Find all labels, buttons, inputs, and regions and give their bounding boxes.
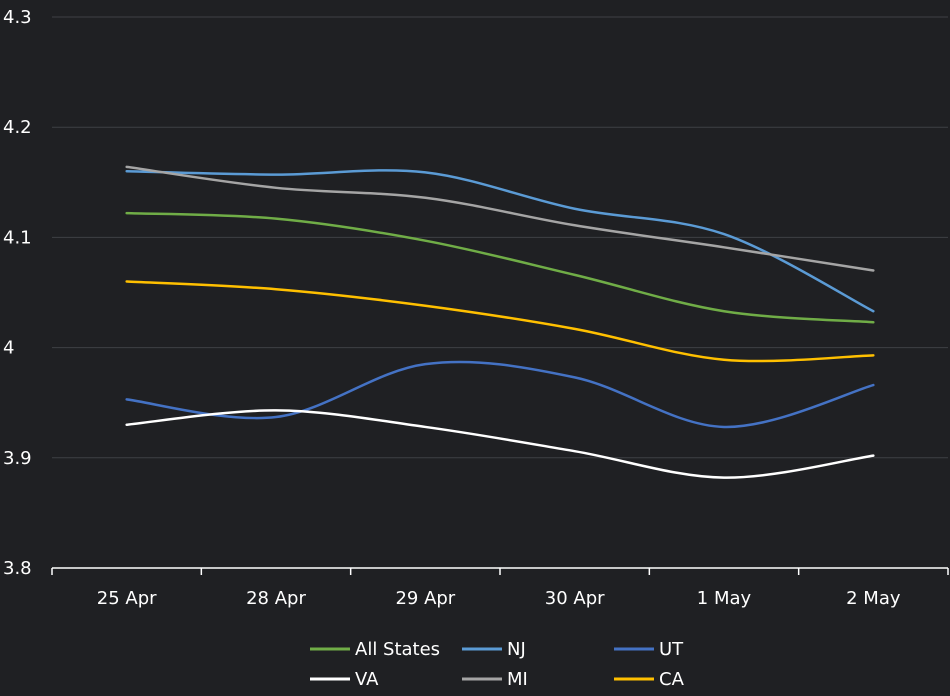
legend-item-va: VA: [310, 669, 379, 690]
y-tick-label: 4.2: [3, 117, 32, 138]
y-tick-label: 3.8: [3, 558, 32, 579]
legend-item-nj: NJ: [462, 639, 526, 660]
series-lines: [125, 165, 875, 479]
legend: All States NJ UT VA MI CA: [310, 639, 685, 690]
y-tick-label: 4: [3, 338, 14, 359]
y-tick-label: 3.9: [3, 448, 32, 469]
legend-item-ca: CA: [614, 669, 685, 690]
y-tick-label: 4.3: [3, 7, 32, 28]
series-line-nj: [125, 169, 875, 313]
series-line-ca: [125, 280, 875, 363]
legend-label: MI: [507, 669, 528, 690]
series-line-all-states: [125, 211, 875, 324]
legend-item-all-states: All States: [310, 639, 440, 660]
legend-label: All States: [355, 639, 440, 660]
y-tick-label: 4.1: [3, 227, 32, 248]
x-tick-label: 30 Apr: [545, 588, 605, 609]
series-line-va: [125, 409, 875, 479]
series-line-ut: [125, 360, 875, 429]
x-tick-label: 1 May: [697, 588, 752, 609]
x-tick-label: 28 Apr: [246, 588, 306, 609]
legend-item-mi: MI: [462, 669, 528, 690]
axes: 4.3 4.2 4.1 4 3.9 3.8 25 Apr 28 Apr 29 Apr 30 Apr…: [3, 7, 949, 609]
legend-label: NJ: [507, 639, 526, 660]
legend-item-ut: UT: [614, 639, 684, 660]
series-line-mi: [125, 165, 875, 272]
x-tick-label: 2 May: [846, 588, 901, 609]
gridlines: [52, 16, 948, 459]
x-tick-label: 25 Apr: [97, 588, 157, 609]
legend-label: UT: [659, 639, 684, 660]
legend-label: CA: [659, 669, 685, 690]
x-tick-label: 29 Apr: [395, 588, 455, 609]
legend-label: VA: [355, 669, 379, 690]
